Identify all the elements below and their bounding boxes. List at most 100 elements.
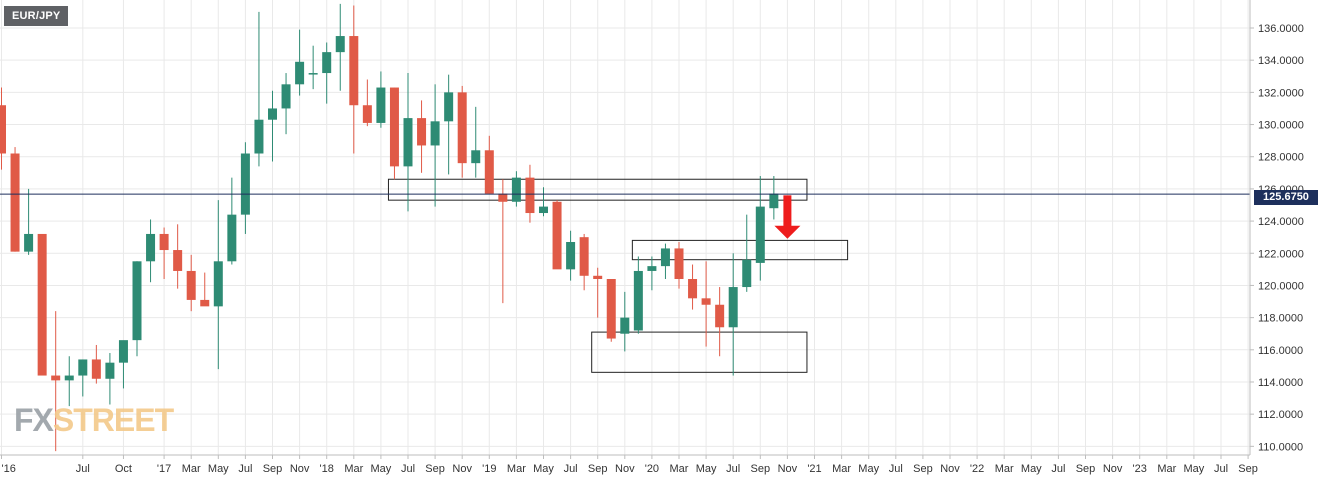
x-tick-label: Mar: [182, 463, 201, 475]
x-tick-label: Jul: [889, 463, 903, 475]
x-tick-label: Sep: [1076, 463, 1096, 475]
candle: [213, 200, 223, 370]
candle-body: [268, 108, 277, 120]
candle-body: [715, 304, 725, 328]
x-tick-label: May: [533, 463, 554, 475]
candle: [173, 224, 183, 289]
watermark-part1: FX: [14, 402, 54, 438]
candle: [498, 179, 508, 304]
y-tick-label: 112.0000: [1258, 409, 1303, 421]
y-tick-label: 116.0000: [1258, 345, 1303, 357]
candle: [606, 279, 616, 342]
candle-body: [24, 233, 34, 252]
candle: [552, 200, 562, 270]
candle: [254, 11, 264, 167]
candle-body: [417, 118, 427, 146]
candle: [51, 311, 61, 452]
candle-body: [430, 121, 440, 146]
candle: [64, 356, 74, 407]
x-tick-label: Sep: [1238, 463, 1258, 475]
x-tick-label: Sep: [751, 463, 771, 475]
candle: [308, 45, 318, 90]
x-tick-label: '21: [807, 463, 821, 475]
candle: [335, 3, 345, 91]
candle: [417, 100, 427, 173]
candle-body: [186, 270, 196, 300]
candle-body: [606, 279, 616, 339]
x-axis: '16 Jul Oct '17 Mar May Jul Sep Nov '18 Mar May Jul S…: [0, 454, 1258, 475]
x-tick-label: May: [696, 463, 717, 475]
x-tick-label: Mar: [670, 463, 689, 475]
candle-body: [471, 150, 481, 164]
candle: [728, 253, 738, 376]
x-tick-label: Sep: [588, 463, 608, 475]
candle-body: [498, 193, 508, 202]
x-tick-label: May: [208, 463, 229, 475]
candle: [620, 291, 630, 352]
y-tick-label: 128.0000: [1258, 152, 1304, 164]
candle: [91, 344, 101, 384]
candle: [268, 90, 277, 162]
x-tick-label: Mar: [1157, 463, 1176, 475]
y-tick-label: 122.0000: [1258, 248, 1304, 260]
candle: [227, 177, 237, 265]
y-tick-label: 134.0000: [1258, 55, 1304, 67]
candle-body: [91, 359, 101, 379]
x-tick-label: Sep: [263, 463, 283, 475]
candle: [633, 256, 643, 334]
candle-body: [173, 250, 183, 271]
candle-body: [362, 105, 372, 123]
x-tick-label: Nov: [940, 463, 960, 475]
zone-rect: [591, 331, 808, 373]
candle-body: [349, 36, 359, 106]
candle-body: [769, 193, 779, 209]
candle: [539, 187, 548, 217]
y-tick-label: 110.0000: [1258, 441, 1303, 453]
y-tick-label: 120.0000: [1258, 280, 1304, 292]
candle: [742, 214, 752, 292]
candle: [349, 5, 359, 154]
zones: [387, 178, 849, 373]
candle: [755, 176, 765, 281]
candle-body: [593, 275, 603, 280]
candle: [78, 359, 88, 397]
candle-body: [674, 248, 684, 280]
x-tick-label: Jul: [1051, 463, 1065, 475]
candle-body: [240, 153, 250, 215]
candle-body: [728, 287, 738, 328]
watermark-part2: STREET: [52, 402, 174, 438]
symbol-badge[interactable]: EUR/JPY: [4, 6, 69, 26]
y-tick-label: 130.0000: [1258, 120, 1304, 132]
x-tick-label: May: [858, 463, 879, 475]
candle-body: [105, 362, 115, 379]
candle-body: [64, 375, 74, 381]
candle: [403, 73, 413, 212]
candle-body: [742, 259, 752, 288]
candle-body: [281, 84, 291, 109]
arrow: [774, 195, 801, 239]
candle-body: [376, 87, 386, 123]
candle-body: [146, 233, 156, 262]
candle: [444, 74, 454, 175]
candle-body: [10, 153, 20, 252]
x-tick-label: Jul: [401, 463, 415, 475]
y-axis: 110.0000 112.0000 114.0000 116.0000 118.0000…: [1249, 0, 1304, 455]
candle-body: [444, 92, 454, 122]
candle-body: [389, 87, 399, 167]
candle-body: [78, 359, 88, 376]
candle: [389, 87, 399, 180]
x-tick-label: '22: [970, 463, 984, 475]
candle: [37, 233, 47, 376]
current-price-label: 125.6750: [1254, 190, 1318, 205]
candle-body: [254, 119, 264, 154]
candle: [362, 79, 372, 127]
x-tick-label: Nov: [452, 463, 472, 475]
x-tick-label: Sep: [425, 463, 445, 475]
candle-body: [159, 233, 169, 251]
x-tick-label: Jul: [564, 463, 578, 475]
candle: [322, 42, 332, 104]
x-tick-label: Oct: [115, 463, 132, 475]
candle-body: [0, 105, 6, 154]
candle: [593, 267, 603, 318]
